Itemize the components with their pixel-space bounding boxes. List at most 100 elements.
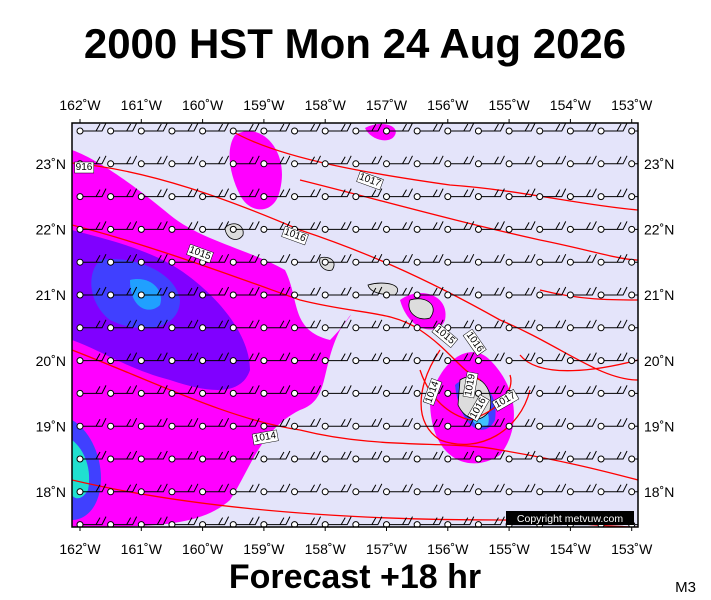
barb <box>601 483 628 493</box>
barb <box>447 483 475 493</box>
barb <box>233 417 260 427</box>
station <box>260 521 268 527</box>
barb <box>294 450 321 460</box>
station <box>628 291 636 299</box>
barb <box>386 253 413 263</box>
rain-area <box>130 279 161 310</box>
barb <box>386 352 413 362</box>
lon-label: 153˚W <box>611 541 653 557</box>
station <box>321 193 329 201</box>
barb <box>447 286 475 296</box>
barb <box>417 221 444 230</box>
station <box>168 291 176 299</box>
station <box>168 357 176 365</box>
barb <box>171 286 199 296</box>
barb <box>539 188 567 198</box>
barb <box>202 319 230 329</box>
barb <box>539 253 567 263</box>
barb <box>294 155 321 165</box>
barb <box>539 286 567 296</box>
barb <box>325 253 352 263</box>
station <box>260 455 268 463</box>
station <box>597 127 605 135</box>
lon-label: 155˚W <box>488 541 530 557</box>
station <box>536 193 544 201</box>
barb <box>263 188 291 198</box>
station <box>566 127 574 135</box>
station <box>628 258 636 266</box>
station <box>321 258 329 266</box>
barb <box>263 417 291 427</box>
isobar-label-box <box>431 323 459 349</box>
barb <box>601 221 628 230</box>
station <box>199 422 207 430</box>
station <box>76 389 84 397</box>
barb <box>447 123 475 132</box>
station <box>352 291 360 299</box>
barb <box>233 286 260 296</box>
station <box>505 455 513 463</box>
barb <box>233 123 260 132</box>
barb <box>386 155 413 165</box>
station <box>383 193 390 201</box>
barb <box>141 286 168 296</box>
barb <box>171 123 199 132</box>
lon-label: 160˚W <box>182 97 224 113</box>
barb <box>263 450 291 460</box>
barb <box>80 352 107 362</box>
station <box>597 160 605 168</box>
station <box>321 488 329 496</box>
station <box>566 324 574 332</box>
station <box>321 389 329 397</box>
barb <box>110 385 138 394</box>
barb <box>110 123 138 132</box>
station <box>444 488 452 496</box>
station <box>597 258 605 266</box>
station <box>199 193 207 201</box>
barb <box>509 253 536 263</box>
station <box>505 258 513 266</box>
barb <box>570 221 597 230</box>
station <box>352 488 360 496</box>
barb <box>509 155 536 165</box>
barb <box>141 417 168 427</box>
station <box>444 160 452 168</box>
barb <box>110 188 138 198</box>
station <box>505 488 513 496</box>
lon-label: 153˚W <box>611 97 653 113</box>
isobar-label-box <box>467 394 490 422</box>
lat-label: 22˚N <box>644 222 674 238</box>
barb <box>80 450 107 460</box>
station <box>321 127 329 135</box>
station <box>628 357 636 365</box>
barb <box>386 221 413 230</box>
barb <box>325 286 352 296</box>
station <box>168 258 176 266</box>
station <box>168 324 176 332</box>
station <box>505 422 513 430</box>
station <box>76 258 84 266</box>
barb <box>478 123 505 132</box>
barb <box>570 188 597 198</box>
station <box>137 258 145 266</box>
copyright-box <box>506 511 634 525</box>
station <box>383 324 390 332</box>
lon-label: 156˚W <box>427 541 469 557</box>
barb <box>233 253 260 263</box>
barb <box>202 352 230 362</box>
barb <box>110 352 138 362</box>
barb <box>355 352 383 362</box>
barb <box>601 253 628 263</box>
station <box>199 160 207 168</box>
barb <box>325 516 352 526</box>
station <box>76 521 84 527</box>
station <box>352 422 360 430</box>
barb <box>294 286 321 296</box>
barb <box>141 352 168 362</box>
lat-label: 22˚N <box>36 222 66 238</box>
station <box>444 521 452 527</box>
station <box>199 488 207 496</box>
forecast-label: Forecast +18 hr <box>229 558 481 596</box>
station <box>383 357 390 365</box>
